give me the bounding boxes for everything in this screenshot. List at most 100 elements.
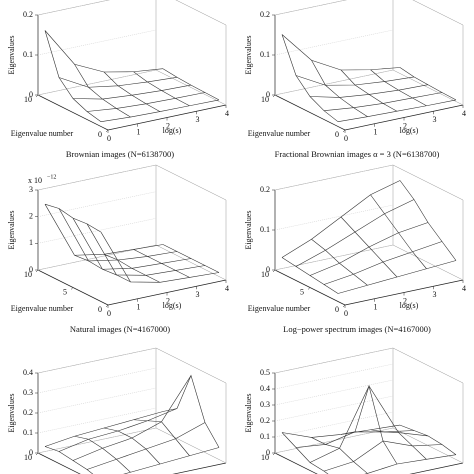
z-label: Eigenvalues [244, 210, 253, 249]
s-tick-label: 0 [344, 134, 348, 143]
grid-line [274, 244, 394, 271]
e-tick-label: 5 [63, 287, 67, 296]
e-axis [274, 452, 318, 474]
z-tick-label: 0 [266, 448, 270, 457]
e-tick-label: 10 [261, 270, 269, 279]
z-tick-label: 0.1 [23, 428, 33, 437]
e-tick-label: 0 [98, 130, 102, 139]
surface-line [44, 411, 164, 447]
z-tick-label: 0.1 [260, 225, 270, 234]
e-tick-label: 0 [335, 130, 339, 139]
surface-line [281, 432, 329, 474]
surface-line [103, 427, 161, 465]
e-axis [274, 94, 346, 131]
z-tick-label: 0 [266, 90, 270, 99]
surface-line [337, 99, 457, 122]
back-edge [392, 244, 464, 281]
z-label: Eigenvalues [244, 393, 253, 432]
e-tick-label: 10 [261, 95, 269, 104]
panel-title: Fractional Brownian images α = 3 (N=6138… [275, 149, 440, 159]
s-tick-label: 0 [107, 309, 111, 318]
s-tick-label: 3 [433, 115, 437, 124]
surface-line [100, 99, 220, 122]
surface-line [74, 64, 131, 118]
surface-line [133, 71, 190, 107]
surface-line [295, 199, 415, 267]
surface-line [44, 30, 102, 122]
z-tick-label: 0 [266, 265, 270, 274]
e-tick [35, 452, 39, 456]
z-tick-label: 0.2 [23, 408, 33, 417]
grid-line [274, 347, 394, 374]
e-tick [105, 304, 109, 308]
panel-title: Natural images (N=4167000) [70, 324, 170, 334]
grid-line [274, 69, 394, 96]
surface-line [323, 92, 443, 111]
surface-line [162, 244, 220, 273]
surface-line [370, 194, 427, 269]
s-tick-label: 3 [196, 290, 200, 299]
surface-line [370, 69, 427, 107]
z-tick-label: 2 [29, 211, 33, 220]
z-tick-label: 3 [29, 185, 33, 194]
surface-line [162, 374, 220, 448]
back-edge [392, 164, 464, 201]
z-tick-label: 0.2 [260, 10, 270, 19]
e-tick-label: 10 [261, 453, 269, 462]
e-tick [105, 129, 109, 133]
grid-line [37, 191, 157, 217]
surface-line [86, 92, 206, 112]
grid-line [274, 204, 394, 231]
surface-line [72, 375, 192, 461]
e-tick-label: 10 [24, 270, 32, 279]
s-label: log(s) [163, 126, 182, 135]
z-tick-label: 0.3 [260, 400, 270, 409]
e-label: Eigenvalue number [11, 129, 74, 138]
z-tick-label: 0 [29, 90, 33, 99]
surface-line [399, 67, 457, 101]
surface-line [399, 180, 457, 261]
back-edge [155, 427, 227, 464]
surface-line [74, 254, 131, 283]
surface-line [281, 34, 339, 122]
surface-line [86, 422, 206, 470]
z-tick-label: 0.4 [260, 384, 270, 393]
e-tick-label: 10 [24, 95, 32, 104]
back-edge [175, 0, 227, 26]
grid-line [37, 347, 157, 374]
z-tick-label: 0.2 [260, 185, 270, 194]
grid-line [37, 407, 157, 434]
z-tick-label: 0.1 [260, 432, 270, 441]
back-edge [155, 69, 227, 106]
e-tick-label: 10 [24, 453, 32, 462]
surface-line [44, 30, 164, 73]
surface-line [281, 34, 401, 71]
z-tick-label: 1 [29, 238, 33, 247]
z-scale-exp: −12 [47, 174, 56, 180]
e-tick [272, 452, 276, 456]
z-tick-label: 0.3 [23, 388, 33, 397]
z-tick-label: 0.2 [23, 10, 33, 19]
z-scale: x 10 [28, 176, 42, 185]
s-tick-label: 2 [166, 296, 170, 305]
surface-line [311, 60, 368, 117]
grid-line [37, 0, 111, 16]
s-tick-label: 1 [137, 128, 141, 137]
panel-title: Brownian images (N=6138700) [66, 149, 174, 159]
surface-line [340, 384, 398, 465]
surface-line [311, 437, 368, 474]
grid-line [274, 164, 394, 191]
back-edge [155, 347, 227, 384]
grid-line [37, 218, 157, 244]
e-label: Eigenvalue number [248, 304, 311, 313]
surface-line [370, 429, 427, 460]
surface-line [162, 68, 220, 101]
s-tick-label: 3 [433, 290, 437, 299]
z-tick-label: 0 [29, 265, 33, 274]
e-tick [342, 304, 346, 308]
back-edge [412, 0, 464, 26]
z-label: Eigenvalues [7, 35, 16, 74]
